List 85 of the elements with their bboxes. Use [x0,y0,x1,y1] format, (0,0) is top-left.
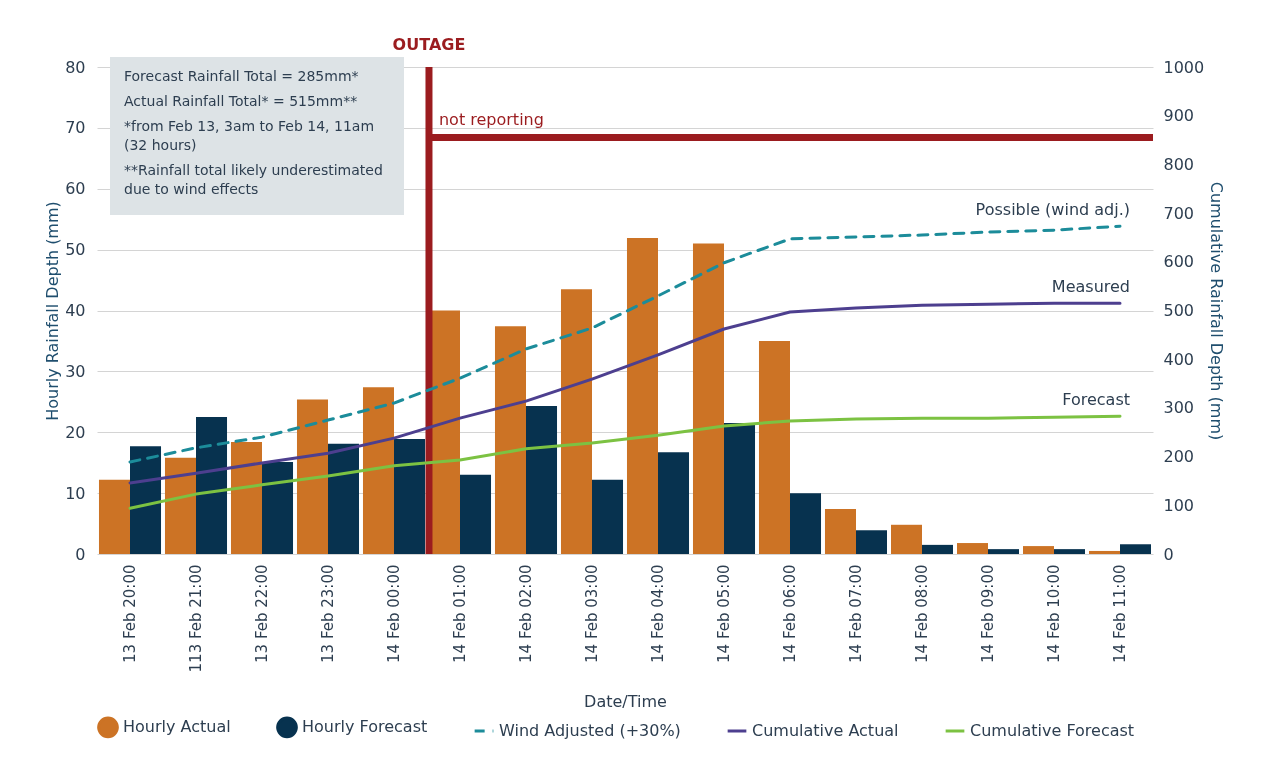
legend-label: Cumulative Forecast [970,721,1135,740]
bar [296,399,328,554]
ref-line-label: OUTAGE [392,35,466,54]
bar [230,441,262,554]
x-tick-label: 14 Feb 10:00 [1045,564,1063,663]
bar [592,479,624,554]
bar [1022,546,1054,554]
bar [98,479,130,554]
bar [790,493,822,554]
x-tick-label: 14 Feb 02:00 [517,564,535,663]
bar [328,443,360,554]
bar [494,326,526,554]
x-tick-label: 14 Feb 07:00 [847,564,865,663]
bar [856,530,888,554]
bar [1088,550,1120,554]
x-tick-label: 14 Feb 09:00 [979,564,997,663]
y-tick-label: 80 [65,57,86,77]
bar [692,243,724,554]
y2-tick-label: 1000 [1163,57,1205,77]
y2-tick-label: 0 [1163,544,1174,564]
x-axis-title: Date/Time [584,692,667,712]
x-tick-label: 14 Feb 11:00 [1111,564,1129,663]
bar [626,238,658,554]
x-tick-label: 13 Feb 23:00 [319,564,337,663]
x-tick-label: 14 Feb 04:00 [649,564,667,663]
ref-line-label: not reporting [438,109,544,129]
bar [956,543,988,554]
annotation: Forecast [1062,390,1130,410]
y2-tick-label: 100 [1163,495,1195,515]
y-tick-label: 10 [65,483,86,503]
annotation: Measured [1051,277,1130,297]
bar [824,508,856,554]
line-series [128,414,1122,510]
bar [130,446,162,554]
y-tick-label: 50 [65,240,86,260]
legend-label: Hourly Actual [123,717,231,737]
annotation: Possible (wind adj.) [975,200,1130,220]
x-tick-label: 14 Feb 03:00 [583,564,601,663]
x-tick-label: 14 Feb 06:00 [781,564,799,663]
bar [164,457,196,554]
bar [394,438,426,554]
x-tick-label: 14 Feb 05:00 [715,564,733,663]
y-tick-label: 40 [65,301,86,320]
y-axis-title: Hourly Rainfall Depth (mm) [43,201,63,421]
x-tick-label: 13 Feb 22:00 [253,564,271,663]
legend-label: Wind Adjusted (+30%) [499,721,681,740]
annotation: *from Feb 13, 3am to Feb 14, 11am (32 hours) [124,117,376,155]
bar [988,549,1020,554]
y2-tick-label: 800 [1163,154,1195,174]
legend-label: Cumulative Actual [752,721,899,740]
y2-tick-label: 700 [1163,203,1195,223]
y-tick-label: 60 [65,179,86,199]
y2-axis-title: Cumulative Rainfall Depth (mm) [1207,181,1227,441]
annotation: Forecast Rainfall Total = 285mm* [124,67,360,86]
bar [262,462,294,554]
bar [526,406,558,554]
x-tick-label: 14 Feb 01:00 [451,564,469,663]
bar [922,544,954,554]
bar [1120,544,1152,554]
y2-tick-label: 500 [1163,301,1195,320]
x-tick-label: 13 Feb 20:00 [121,564,139,663]
bar [196,417,228,554]
legend-label: Hourly Forecast [302,717,428,737]
y-tick-label: 0 [75,544,86,564]
bar [460,474,492,554]
x-tick-label: 113 Feb 21:00 [187,564,205,673]
y2-tick-label: 200 [1163,447,1195,467]
bar [362,387,394,554]
bar [658,452,690,554]
bar [1054,549,1086,554]
y2-tick-label: 400 [1163,349,1195,369]
y2-tick-label: 600 [1163,252,1195,272]
bar [560,289,592,554]
y2-tick-label: 900 [1163,106,1195,126]
annotation: **Rainfall total likely underestimated due to wind effects [124,161,384,199]
y-tick-label: 20 [65,422,86,442]
x-tick-label: 14 Feb 08:00 [913,564,931,663]
y2-tick-label: 300 [1163,398,1195,418]
y-tick-label: 30 [65,361,86,381]
x-tick-label: 14 Feb 00:00 [385,564,403,663]
annotation: Actual Rainfall Total* = 515mm** [124,92,359,111]
y-tick-label: 70 [65,118,86,138]
bar [724,423,756,554]
bar [758,340,790,554]
bar [890,524,922,554]
